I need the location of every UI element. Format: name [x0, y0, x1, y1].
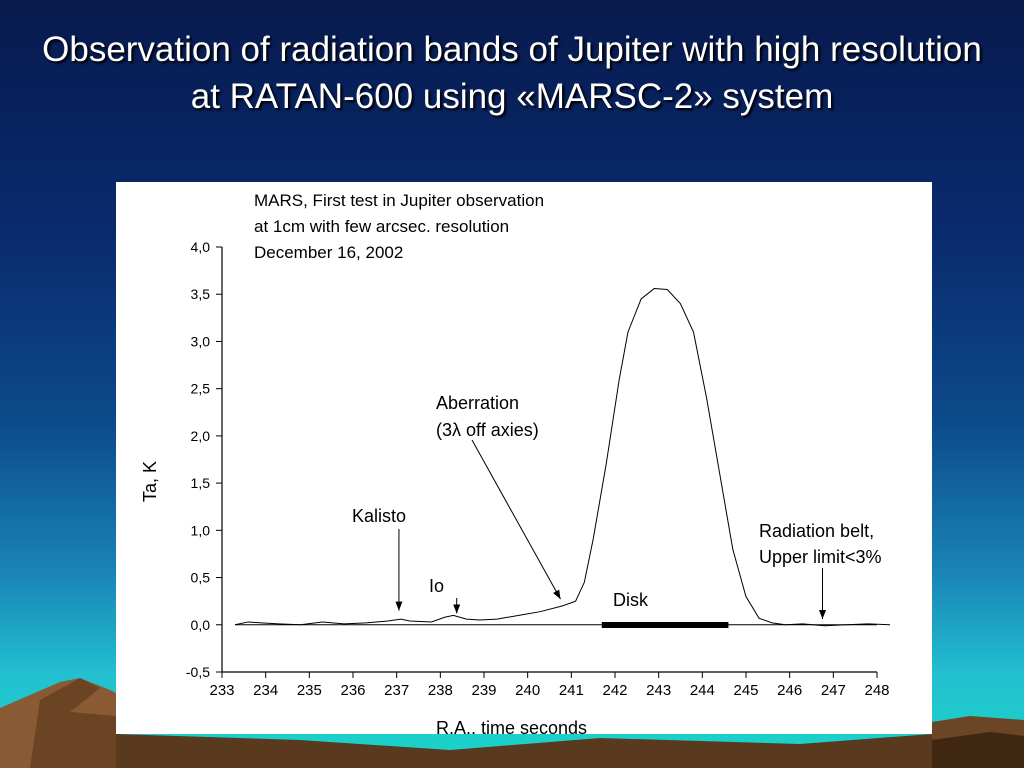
x-axis-label: R.A., time seconds [436, 718, 587, 734]
x-tick-label: 244 [690, 682, 715, 699]
y-axis-label: Ta, K [140, 461, 160, 502]
x-tick-label: 234 [253, 682, 278, 699]
mountain-left-shade [30, 678, 116, 768]
axes [221, 247, 877, 673]
chart-title-line-2: at 1cm with few arcsec. resolution [254, 217, 509, 236]
series-line [234, 288, 891, 627]
x-ticks: 233 234 235 236 237 238 239 240 241 242 243 244 245 2… [209, 672, 890, 699]
x-tick-label: 236 [340, 682, 365, 699]
x-tick-label: 237 [384, 682, 409, 699]
x-tick-label: 248 [864, 682, 889, 699]
x-tick-label: 240 [515, 682, 540, 699]
y-tick-label: 2,5 [191, 381, 211, 397]
y-tick-label: 2,0 [191, 428, 211, 444]
annotation-disk: Disk [613, 590, 649, 610]
chart-title-line-3: December 16, 2002 [254, 243, 403, 262]
x-tick-label: 245 [733, 682, 758, 699]
series-group [234, 288, 891, 628]
x-tick-label: 235 [297, 682, 322, 699]
y-ticks: 4,0 3,5 3,0 2,5 2,0 1,5 1,0 0,5 0,0 -0,5 [186, 239, 222, 680]
y-tick-label: 4,0 [191, 239, 211, 255]
y-tick-label: -0,5 [186, 664, 210, 680]
arrow-aberration [471, 439, 561, 600]
annotation-aberration-line-2: (3λ off axies) [436, 420, 539, 440]
y-tick-label: 0,0 [191, 617, 211, 633]
annotation-radiation-line-1: Radiation belt, [759, 521, 874, 541]
annotations: Kalisto Io Aberration (3λ off axies) Dis… [352, 393, 882, 620]
y-tick-label: 1,5 [191, 475, 211, 491]
chart-title: MARS, First test in Jupiter observation … [254, 191, 544, 262]
annotation-io: Io [429, 576, 444, 596]
arrow-kalisto-head [395, 601, 403, 611]
x-tick-label: 246 [777, 682, 802, 699]
ground-bottom [116, 734, 932, 768]
annotation-kalisto: Kalisto [352, 506, 406, 526]
chart-title-line-1: MARS, First test in Jupiter observation [254, 191, 544, 210]
slide-title: Observation of radiation bands of Jupite… [42, 30, 982, 116]
x-tick-label: 239 [471, 682, 496, 699]
x-tick-label: 247 [821, 682, 846, 699]
chart: MARS, First test in Jupiter observation … [140, 191, 891, 738]
y-tick-label: 3,5 [191, 286, 211, 302]
x-tick-label: 238 [428, 682, 453, 699]
x-tick-label: 242 [602, 682, 627, 699]
arrow-aberration-head [553, 589, 561, 600]
arrow-io-head [453, 604, 461, 614]
x-tick-label: 233 [209, 682, 234, 699]
x-tick-label: 243 [646, 682, 671, 699]
arrow-radiation-belt-head [819, 610, 826, 620]
y-tick-label: 3,0 [191, 333, 211, 349]
y-tick-label: 0,5 [191, 570, 211, 586]
chart-panel: MARS, First test in Jupiter observation … [116, 182, 932, 738]
x-tick-label: 241 [559, 682, 584, 699]
y-tick-label: 1,0 [191, 522, 211, 538]
annotation-aberration-line-1: Aberration [436, 393, 519, 413]
annotation-radiation-line-2: Upper limit<3% [759, 547, 882, 567]
ground-right-dark [932, 732, 1024, 768]
